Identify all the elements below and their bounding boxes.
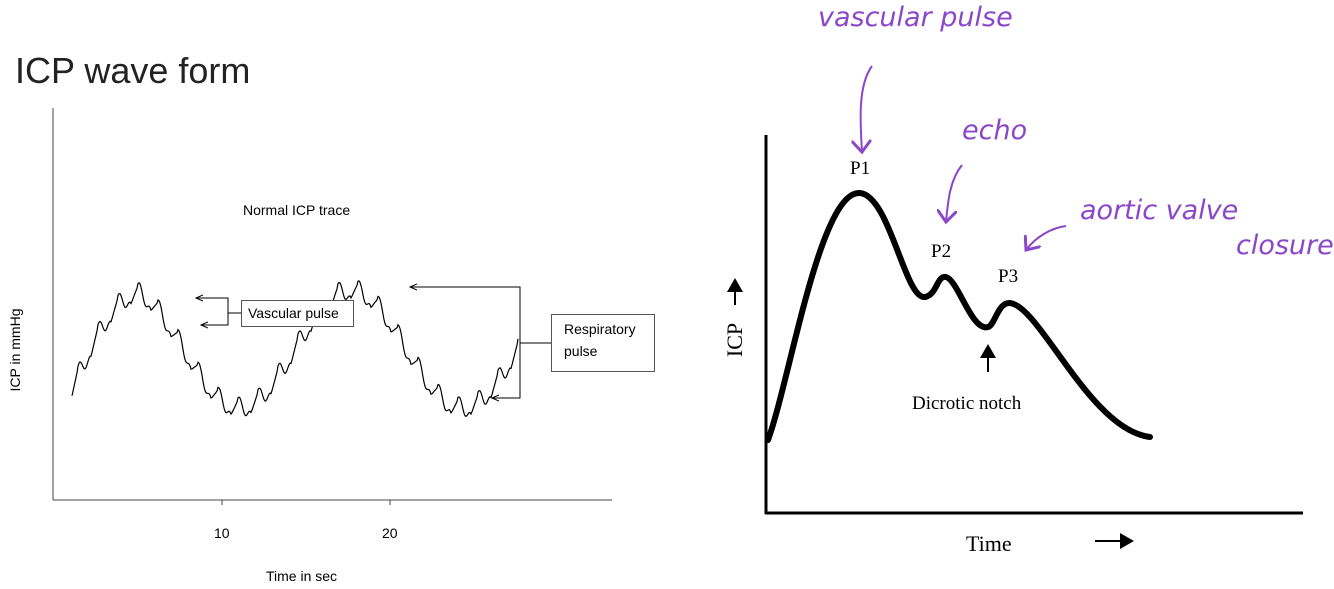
callout-box: Respiratory pulse — [551, 314, 655, 372]
waveform-curve — [765, 189, 1153, 443]
annotation: closure — [1236, 230, 1334, 261]
peak-label: P2 — [931, 241, 952, 262]
y-label: ICP — [722, 322, 747, 358]
callout-arrows — [196, 287, 551, 398]
right-axes — [764, 135, 1303, 515]
peak-label: P3 — [998, 266, 1019, 287]
annotation-arrows — [861, 65, 1067, 250]
annotation: vascular pulse — [818, 2, 1013, 33]
icp-trace — [71, 280, 519, 418]
x-tick-label: 20 — [382, 525, 398, 541]
x-tick-label: 10 — [214, 525, 230, 541]
annotation: aortic valve — [1080, 195, 1239, 226]
annotation: echo — [962, 115, 1028, 146]
left-axes — [52, 108, 612, 505]
callout-box: Vascular pulse — [241, 300, 354, 327]
peak-label: P1 — [850, 158, 871, 179]
notch-label: Dicrotic notch — [912, 393, 1022, 414]
x-label: Time in sec — [266, 568, 338, 584]
y-label: ICP in mmHg — [7, 308, 23, 392]
x-label: Time — [966, 531, 1012, 556]
slide-title: ICP wave form — [15, 50, 251, 91]
caption: Normal ICP trace — [243, 202, 351, 218]
